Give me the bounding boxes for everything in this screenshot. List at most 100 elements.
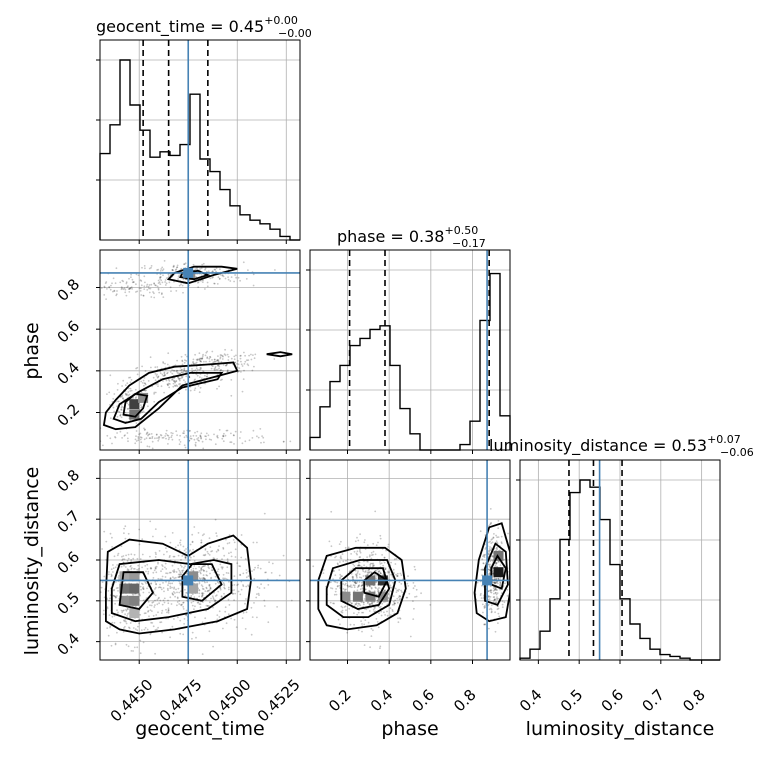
sample-point bbox=[227, 586, 230, 589]
sample-point bbox=[113, 289, 116, 292]
sample-point bbox=[258, 594, 260, 596]
sample-point bbox=[202, 565, 205, 567]
sample-point bbox=[117, 400, 120, 403]
sample-point bbox=[247, 585, 250, 588]
sample-point bbox=[234, 361, 237, 364]
sample-point bbox=[273, 358, 276, 360]
sample-point bbox=[121, 611, 124, 614]
sample-point bbox=[376, 599, 379, 602]
sample-point bbox=[374, 510, 377, 513]
sample-point bbox=[230, 276, 233, 278]
sample-point bbox=[195, 435, 198, 437]
sample-point bbox=[126, 393, 129, 396]
sample-point bbox=[180, 565, 183, 568]
sample-point bbox=[173, 380, 175, 382]
sample-point bbox=[165, 580, 167, 583]
sample-point bbox=[141, 538, 144, 541]
sample-point bbox=[111, 536, 113, 539]
sample-point bbox=[202, 592, 205, 595]
sample-point bbox=[159, 583, 161, 586]
sample-point bbox=[356, 586, 359, 589]
sample-point bbox=[145, 570, 147, 573]
sample-point bbox=[167, 382, 170, 385]
sample-point bbox=[129, 622, 132, 624]
sample-point bbox=[224, 277, 227, 280]
sample-point bbox=[219, 356, 222, 358]
sample-point bbox=[378, 570, 381, 572]
sample-point bbox=[201, 592, 204, 595]
sample-point bbox=[144, 612, 147, 614]
sample-point bbox=[136, 290, 139, 293]
sample-point bbox=[142, 591, 145, 594]
sample-point bbox=[170, 290, 172, 292]
sample-point bbox=[127, 403, 130, 406]
sample-point bbox=[183, 436, 186, 439]
sample-point bbox=[192, 263, 195, 266]
sample-point bbox=[179, 369, 182, 372]
sample-point bbox=[211, 270, 214, 272]
sample-point bbox=[135, 435, 137, 438]
sample-point bbox=[223, 584, 226, 587]
sample-point bbox=[112, 595, 115, 597]
sample-point bbox=[221, 274, 224, 277]
sample-point bbox=[167, 443, 169, 445]
sample-point bbox=[151, 601, 154, 604]
sample-point bbox=[360, 585, 363, 587]
sample-point bbox=[239, 355, 242, 357]
sample-point bbox=[191, 540, 194, 543]
sample-point bbox=[206, 605, 209, 607]
sample-point bbox=[130, 650, 133, 652]
sample-point bbox=[176, 434, 179, 437]
sample-point bbox=[364, 588, 367, 591]
sample-point bbox=[322, 572, 325, 574]
sample-point bbox=[158, 602, 161, 605]
sample-point bbox=[205, 598, 207, 601]
sample-point bbox=[219, 586, 222, 589]
sample-point bbox=[176, 369, 179, 372]
sample-point bbox=[147, 601, 150, 603]
sample-point bbox=[149, 633, 152, 636]
sample-point bbox=[166, 383, 169, 386]
sample-point bbox=[237, 360, 239, 362]
sample-point bbox=[129, 287, 132, 289]
sample-point bbox=[248, 354, 251, 357]
sample-point bbox=[157, 375, 160, 378]
sample-point bbox=[388, 597, 391, 600]
sample-point bbox=[200, 436, 203, 439]
sample-point bbox=[227, 355, 230, 358]
sample-point bbox=[218, 365, 221, 368]
sample-point bbox=[357, 539, 360, 542]
sample-point bbox=[178, 582, 181, 585]
sample-point bbox=[244, 628, 247, 630]
sample-point bbox=[400, 591, 403, 593]
sample-point bbox=[339, 561, 341, 563]
sample-point bbox=[220, 354, 223, 357]
sample-point bbox=[399, 572, 402, 575]
sample-point bbox=[174, 546, 177, 549]
sample-point bbox=[161, 603, 164, 606]
sample-point bbox=[184, 381, 187, 383]
sample-point bbox=[350, 573, 353, 575]
sample-point bbox=[144, 267, 146, 270]
sample-point bbox=[488, 524, 491, 527]
sample-point bbox=[157, 288, 160, 291]
sample-point bbox=[357, 585, 360, 588]
sample-point bbox=[488, 553, 490, 556]
sample-point bbox=[233, 434, 235, 437]
sample-point bbox=[205, 587, 208, 590]
sample-point bbox=[183, 368, 186, 371]
sample-point bbox=[228, 604, 231, 606]
sample-point bbox=[113, 290, 116, 292]
sample-point bbox=[131, 567, 133, 569]
sample-point bbox=[398, 588, 400, 591]
sample-point bbox=[217, 573, 220, 576]
sample-point bbox=[125, 394, 128, 397]
sample-point bbox=[177, 544, 180, 547]
density-bin bbox=[340, 591, 351, 602]
sample-point bbox=[336, 585, 339, 588]
sample-point bbox=[180, 371, 183, 374]
sample-point bbox=[180, 590, 182, 593]
sample-point bbox=[376, 621, 379, 623]
sample-point bbox=[480, 597, 483, 599]
sample-point bbox=[123, 619, 125, 622]
